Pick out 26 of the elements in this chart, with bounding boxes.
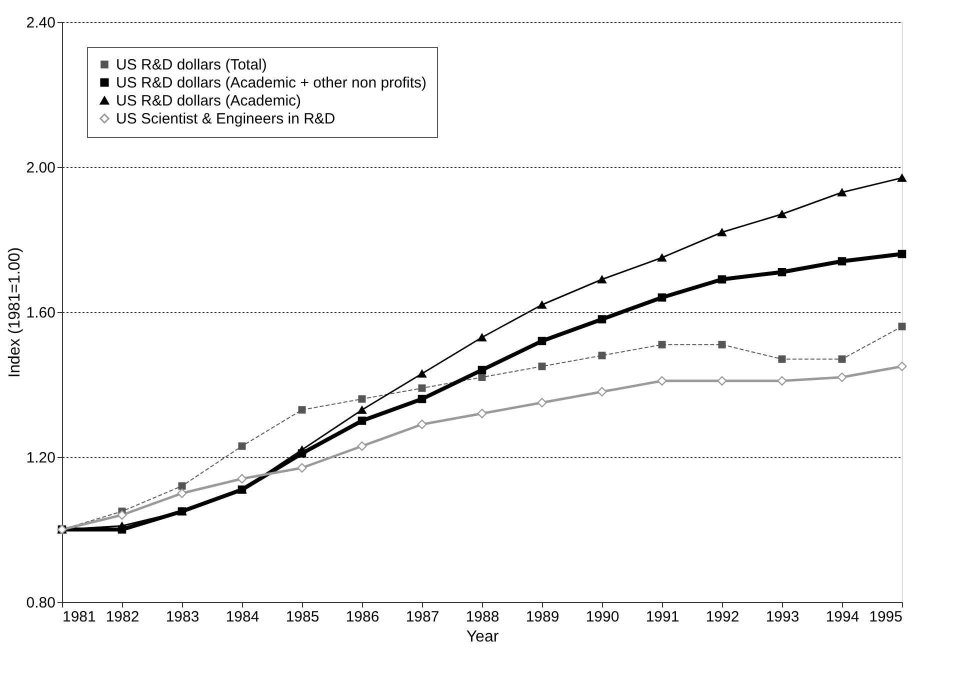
- legend-label: US R&D dollars (Academic + other non profits): [116, 74, 427, 92]
- x-tick-label: 1986: [346, 608, 380, 626]
- y-tick-label: 2.00: [26, 160, 56, 176]
- x-tick-label: 1995: [869, 608, 902, 626]
- y-axis-title: Index (1981=1.00): [6, 247, 24, 378]
- x-tick-label: 1994: [826, 608, 860, 626]
- legend-label: US Scientist & Engineers in R&D: [116, 110, 336, 128]
- x-tick-label: 1988: [466, 608, 500, 626]
- x-tick-label: 1993: [766, 608, 800, 626]
- x-tick-label: 1983: [166, 608, 200, 626]
- legend-label: US R&D dollars (Academic): [116, 92, 302, 110]
- x-tick-label: 1984: [226, 608, 260, 626]
- x-tick-label: 1985: [286, 608, 320, 626]
- x-tick-label: 1991: [646, 608, 680, 626]
- y-tick-label: 2.40: [26, 14, 56, 32]
- x-tick-label: 1981: [62, 608, 96, 626]
- x-tick-label: 1982: [106, 608, 140, 626]
- y-tick-label: 1.20: [26, 450, 56, 466]
- y-tick-label: 0.80: [26, 594, 56, 612]
- x-tick-label: 1992: [706, 608, 740, 626]
- x-tick-label: 1989: [526, 608, 560, 626]
- y-tick-label: 1.60: [26, 304, 56, 322]
- legend-label: US R&D dollars (Total): [116, 56, 267, 74]
- x-tick-label: 1990: [586, 608, 620, 626]
- x-tick-label: 1987: [406, 608, 440, 626]
- x-axis-title: Year: [466, 628, 500, 646]
